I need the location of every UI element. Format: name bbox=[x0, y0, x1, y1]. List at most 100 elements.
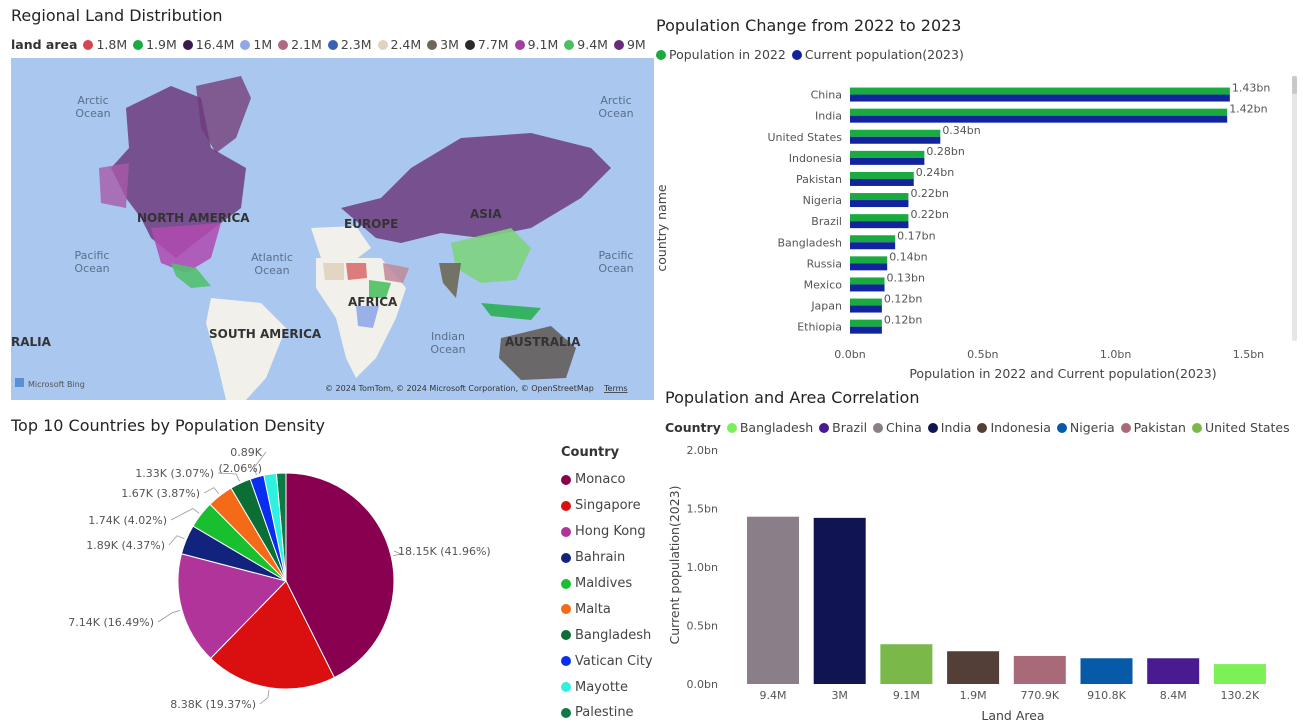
bar-2023[interactable] bbox=[850, 305, 882, 313]
usa-shape[interactable] bbox=[151, 223, 221, 273]
bar-2023[interactable] bbox=[850, 284, 885, 292]
australia-shape[interactable] bbox=[499, 326, 576, 380]
column-legend-item[interactable]: India bbox=[927, 420, 971, 435]
column-legend-item[interactable]: China bbox=[873, 420, 922, 435]
map-legend-item[interactable]: 2.1M bbox=[278, 37, 322, 52]
bar-2022[interactable] bbox=[850, 277, 885, 285]
map-legend-item[interactable]: 9.4M bbox=[564, 37, 608, 52]
bar-2022[interactable] bbox=[850, 319, 882, 327]
map-legend-item[interactable]: 16.4M bbox=[182, 37, 234, 52]
map-terms-link[interactable]: Terms bbox=[603, 384, 628, 393]
map-legend-item[interactable]: 2.4M bbox=[377, 37, 421, 52]
column-legend-item-swatch bbox=[873, 422, 884, 433]
bar-2023[interactable] bbox=[850, 178, 914, 186]
bar-2022[interactable] bbox=[850, 108, 1228, 116]
russia-shape[interactable] bbox=[341, 133, 611, 243]
column-legend-item[interactable]: Brazil bbox=[819, 420, 867, 435]
bar-2022[interactable] bbox=[850, 214, 909, 222]
india-shape[interactable] bbox=[439, 263, 461, 298]
bar-2023[interactable] bbox=[850, 263, 888, 271]
column-bar[interactable] bbox=[880, 644, 933, 684]
column-bar[interactable] bbox=[747, 516, 799, 684]
map-legend-item[interactable]: 9M bbox=[613, 37, 646, 52]
column-bar[interactable] bbox=[947, 651, 1000, 684]
pie-legend-item[interactable]: Palestine bbox=[561, 700, 653, 726]
column-legend-item[interactable]: United States bbox=[1191, 420, 1290, 435]
bar-2023[interactable] bbox=[850, 221, 909, 229]
china-shape[interactable] bbox=[451, 228, 531, 283]
column-chart[interactable]: Current population(2023) Land Area 0.0bn… bbox=[660, 440, 1300, 726]
bar-2023[interactable] bbox=[850, 115, 1228, 123]
pie-legend-item[interactable]: Mayotte bbox=[561, 674, 653, 700]
bar-2023[interactable] bbox=[850, 157, 925, 165]
bar-2023[interactable] bbox=[850, 136, 941, 144]
pie-leader-line bbox=[253, 451, 267, 476]
bar-chart[interactable]: country name Population in 2022 and Curr… bbox=[650, 72, 1300, 384]
algeria-shape[interactable] bbox=[346, 263, 367, 280]
column-legend-item[interactable]: Nigeria bbox=[1056, 420, 1115, 435]
pie-slice[interactable] bbox=[285, 472, 395, 679]
pie-legend-swatch bbox=[561, 707, 571, 718]
bar-2023[interactable] bbox=[850, 94, 1230, 102]
pie-slice[interactable] bbox=[209, 580, 336, 690]
column-bar[interactable] bbox=[813, 517, 866, 684]
map-legend-item[interactable]: 1.8M bbox=[83, 37, 127, 52]
column-legend-item[interactable]: Bangladesh bbox=[726, 420, 813, 435]
bar-chart-scrollbar-thumb[interactable] bbox=[1292, 76, 1297, 94]
map-legend-item[interactable]: 2.3M bbox=[327, 37, 372, 52]
pie-legend-item[interactable]: Hong Kong bbox=[561, 519, 653, 545]
sudan-shape[interactable] bbox=[369, 280, 391, 298]
greenland-shape[interactable] bbox=[196, 76, 251, 153]
map-copyright[interactable]: © 2024 TomTom, © 2024 Microsoft Corporat… bbox=[325, 384, 594, 393]
pie-legend-item[interactable]: Monaco bbox=[561, 467, 653, 493]
pie-legend-swatch bbox=[561, 474, 571, 485]
bar-legend-item[interactable]: Population in 2022 bbox=[656, 47, 786, 62]
column-bar[interactable] bbox=[1013, 655, 1066, 684]
sahara-shape[interactable] bbox=[323, 263, 344, 280]
bar-2023[interactable] bbox=[850, 326, 882, 334]
bar-2022[interactable] bbox=[850, 256, 888, 264]
mexico-shape[interactable] bbox=[171, 263, 211, 288]
pie-slice[interactable] bbox=[275, 472, 287, 582]
north-america-shape[interactable] bbox=[111, 86, 246, 258]
map-legend-item[interactable]: 3M bbox=[427, 37, 459, 52]
bar-2023[interactable] bbox=[850, 200, 909, 208]
regional-map[interactable]: NORTH AMERICA EUROPE ASIA AFRICA SOUTH A… bbox=[11, 58, 654, 400]
congo-shape[interactable] bbox=[356, 306, 379, 328]
map-legend-item-label: 1.9M bbox=[146, 37, 177, 52]
map-legend-item[interactable]: 7.7M bbox=[464, 37, 509, 52]
pie-legend-item[interactable]: Bangladesh bbox=[561, 622, 653, 648]
column-bar[interactable] bbox=[1147, 658, 1200, 684]
bar-2023[interactable] bbox=[850, 242, 896, 250]
column-bar[interactable] bbox=[1213, 664, 1266, 684]
indonesia-shape[interactable] bbox=[481, 303, 541, 320]
bar-2022[interactable] bbox=[850, 129, 941, 137]
map-legend-item[interactable]: 9.1M bbox=[514, 37, 558, 52]
map-legend-item[interactable]: 1M bbox=[240, 37, 272, 52]
bar-2022[interactable] bbox=[850, 235, 896, 243]
map-svg[interactable]: NORTH AMERICA EUROPE ASIA AFRICA SOUTH A… bbox=[11, 58, 654, 400]
alaska-shape[interactable] bbox=[99, 163, 129, 208]
saudi-shape[interactable] bbox=[383, 263, 409, 283]
pie-legend-item[interactable]: Malta bbox=[561, 596, 653, 622]
pie-slice[interactable] bbox=[177, 553, 287, 660]
bar-chart-scrollbar[interactable] bbox=[1292, 76, 1297, 341]
column-bar[interactable] bbox=[1080, 658, 1133, 684]
bar-2022[interactable] bbox=[850, 171, 914, 179]
bar-2022[interactable] bbox=[850, 150, 925, 158]
bar-legend-item[interactable]: Current population(2023) bbox=[791, 47, 964, 62]
column-legend-item[interactable]: Indonesia bbox=[977, 420, 1051, 435]
pie-data-label: 7.14K (16.49%) bbox=[68, 616, 154, 629]
label-europe: EUROPE bbox=[344, 217, 398, 231]
pie-legend-item[interactable]: Bahrain bbox=[561, 545, 653, 571]
map-legend-item[interactable]: 1.9M bbox=[133, 37, 177, 52]
bar-data-label: 0.13bn bbox=[887, 271, 925, 284]
bar-2022[interactable] bbox=[850, 87, 1230, 95]
pie-chart[interactable]: 18.15K (41.96%) 8.38K (19.37%) 7.14K (16.4… bbox=[0, 440, 560, 726]
bar-2022[interactable] bbox=[850, 193, 909, 201]
bar-2022[interactable] bbox=[850, 298, 882, 306]
pie-legend-item[interactable]: Maldives bbox=[561, 571, 653, 597]
pie-legend-item[interactable]: Singapore bbox=[561, 493, 653, 519]
pie-legend-item[interactable]: Vatican City bbox=[561, 648, 653, 674]
column-legend-item[interactable]: Pakistan bbox=[1120, 420, 1186, 435]
